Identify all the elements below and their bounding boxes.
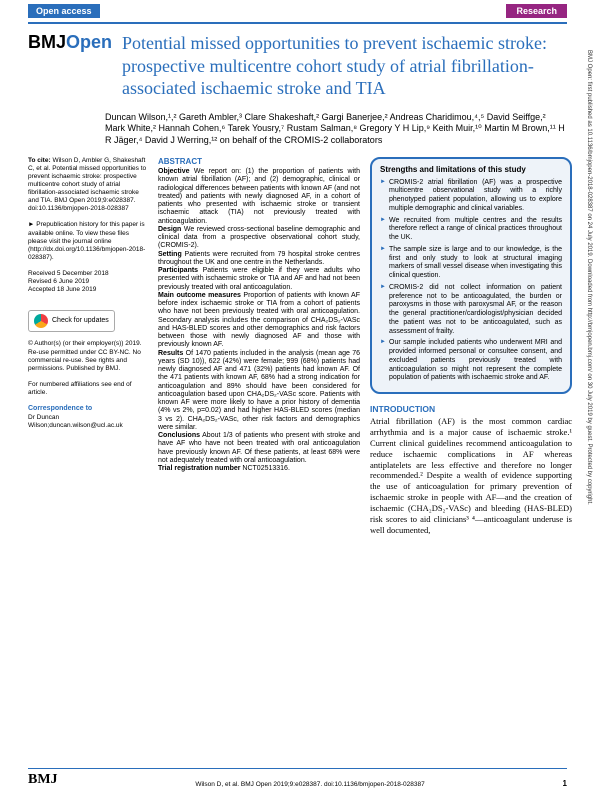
correspondence-body: Dr Duncan Wilson;duncan.wilson@ucl.ac.uk — [28, 414, 148, 430]
box-item: CROMIS-2 atrial fibrillation (AF) was a … — [380, 179, 562, 214]
box-title: Strengths and limitations of this study — [380, 165, 562, 175]
author-list: Duncan Wilson,¹,² Gareth Ambler,³ Clare … — [0, 112, 595, 157]
date-block: Received 5 December 2018 Revised 6 June … — [28, 270, 148, 294]
design-label: Design — [158, 226, 181, 233]
bmj-logo: BMJ — [28, 772, 58, 788]
trial-text: NCT02513316. — [240, 465, 289, 472]
outcome-label: Main outcome measures — [158, 292, 241, 299]
intro-text: Atrial fibrillation (AF) is the most com… — [370, 416, 572, 536]
footer: BMJ Wilson D, et al. BMJ Open 2019;9:e02… — [28, 768, 567, 788]
right-column: Strengths and limitations of this study … — [370, 157, 572, 536]
box-item: We recruited from multiple centres and t… — [380, 217, 562, 243]
title-section: BMJOpen Potential missed opportunities t… — [0, 24, 595, 112]
objective-text: We report on: (1) the proportion of pati… — [158, 168, 360, 225]
correspondence-heading: Correspondence to — [28, 405, 148, 414]
setting-label: Setting — [158, 251, 182, 258]
citation-block: To cite: Wilson D, Ambler G, Shakeshaft … — [28, 157, 148, 214]
copyright-note: © Author(s) (or their employer(s)) 2019.… — [28, 340, 148, 373]
left-column: To cite: Wilson D, Ambler G, Shakeshaft … — [28, 157, 148, 536]
cite-text: Wilson D, Ambler G, Shakeshaft C, et al.… — [28, 157, 146, 213]
cite-label: To cite: — [28, 157, 51, 164]
affiliations-note: For numbered affiliations see end of art… — [28, 381, 148, 397]
journal-suffix: Open — [66, 32, 112, 52]
prepub-note: ► Prepublication history for this paper … — [28, 221, 148, 262]
side-copyright: BMJ Open: first published as 10.1136/bmj… — [578, 50, 592, 750]
check-updates-button[interactable]: Check for updates — [28, 310, 115, 332]
abstract-heading: ABSTRACT — [158, 157, 360, 166]
crossmark-icon — [34, 314, 48, 328]
box-item: CROMIS-2 did not collect information on … — [380, 284, 562, 337]
footer-cite: Wilson D, et al. BMJ Open 2019;9:e028387… — [195, 781, 424, 788]
journal-prefix: BMJ — [28, 32, 66, 52]
revised-date: Revised 6 June 2019 — [28, 278, 148, 286]
design-text: We reviewed cross-sectional baseline dem… — [158, 226, 360, 250]
received-date: Received 5 December 2018 — [28, 270, 148, 278]
header-bar: Open access Research — [0, 0, 595, 22]
results-label: Results — [158, 350, 183, 357]
setting-text: Patients were recruited from 79 hospital… — [158, 251, 360, 266]
article-title: Potential missed opportunities to preven… — [122, 32, 567, 100]
research-badge: Research — [506, 4, 567, 18]
trial-label: Trial registration number — [158, 465, 240, 472]
objective-label: Objective — [158, 168, 190, 175]
main-columns: To cite: Wilson D, Ambler G, Shakeshaft … — [0, 157, 595, 536]
box-list: CROMIS-2 atrial fibrillation (AF) was a … — [380, 179, 562, 384]
intro-heading: INTRODUCTION — [370, 404, 572, 414]
box-item: Our sample included patients who underwe… — [380, 339, 562, 383]
strengths-box: Strengths and limitations of this study … — [370, 157, 572, 395]
results-text: Of 1470 patients included in the analysi… — [158, 350, 360, 431]
abstract-body: Objective We report on: (1) the proporti… — [158, 168, 360, 473]
page-number: 1 — [563, 779, 567, 788]
check-updates-label: Check for updates — [52, 317, 109, 326]
open-access-badge: Open access — [28, 4, 100, 18]
conclusions-label: Conclusions — [158, 432, 200, 439]
participants-label: Participants — [158, 267, 198, 274]
outcome-text: Proportion of patients with known AF bef… — [158, 292, 360, 349]
abstract-column: ABSTRACT Objective We report on: (1) the… — [158, 157, 360, 536]
accepted-date: Accepted 18 June 2019 — [28, 286, 148, 294]
journal-name: BMJOpen — [28, 32, 112, 100]
box-item: The sample size is large and to our know… — [380, 246, 562, 281]
